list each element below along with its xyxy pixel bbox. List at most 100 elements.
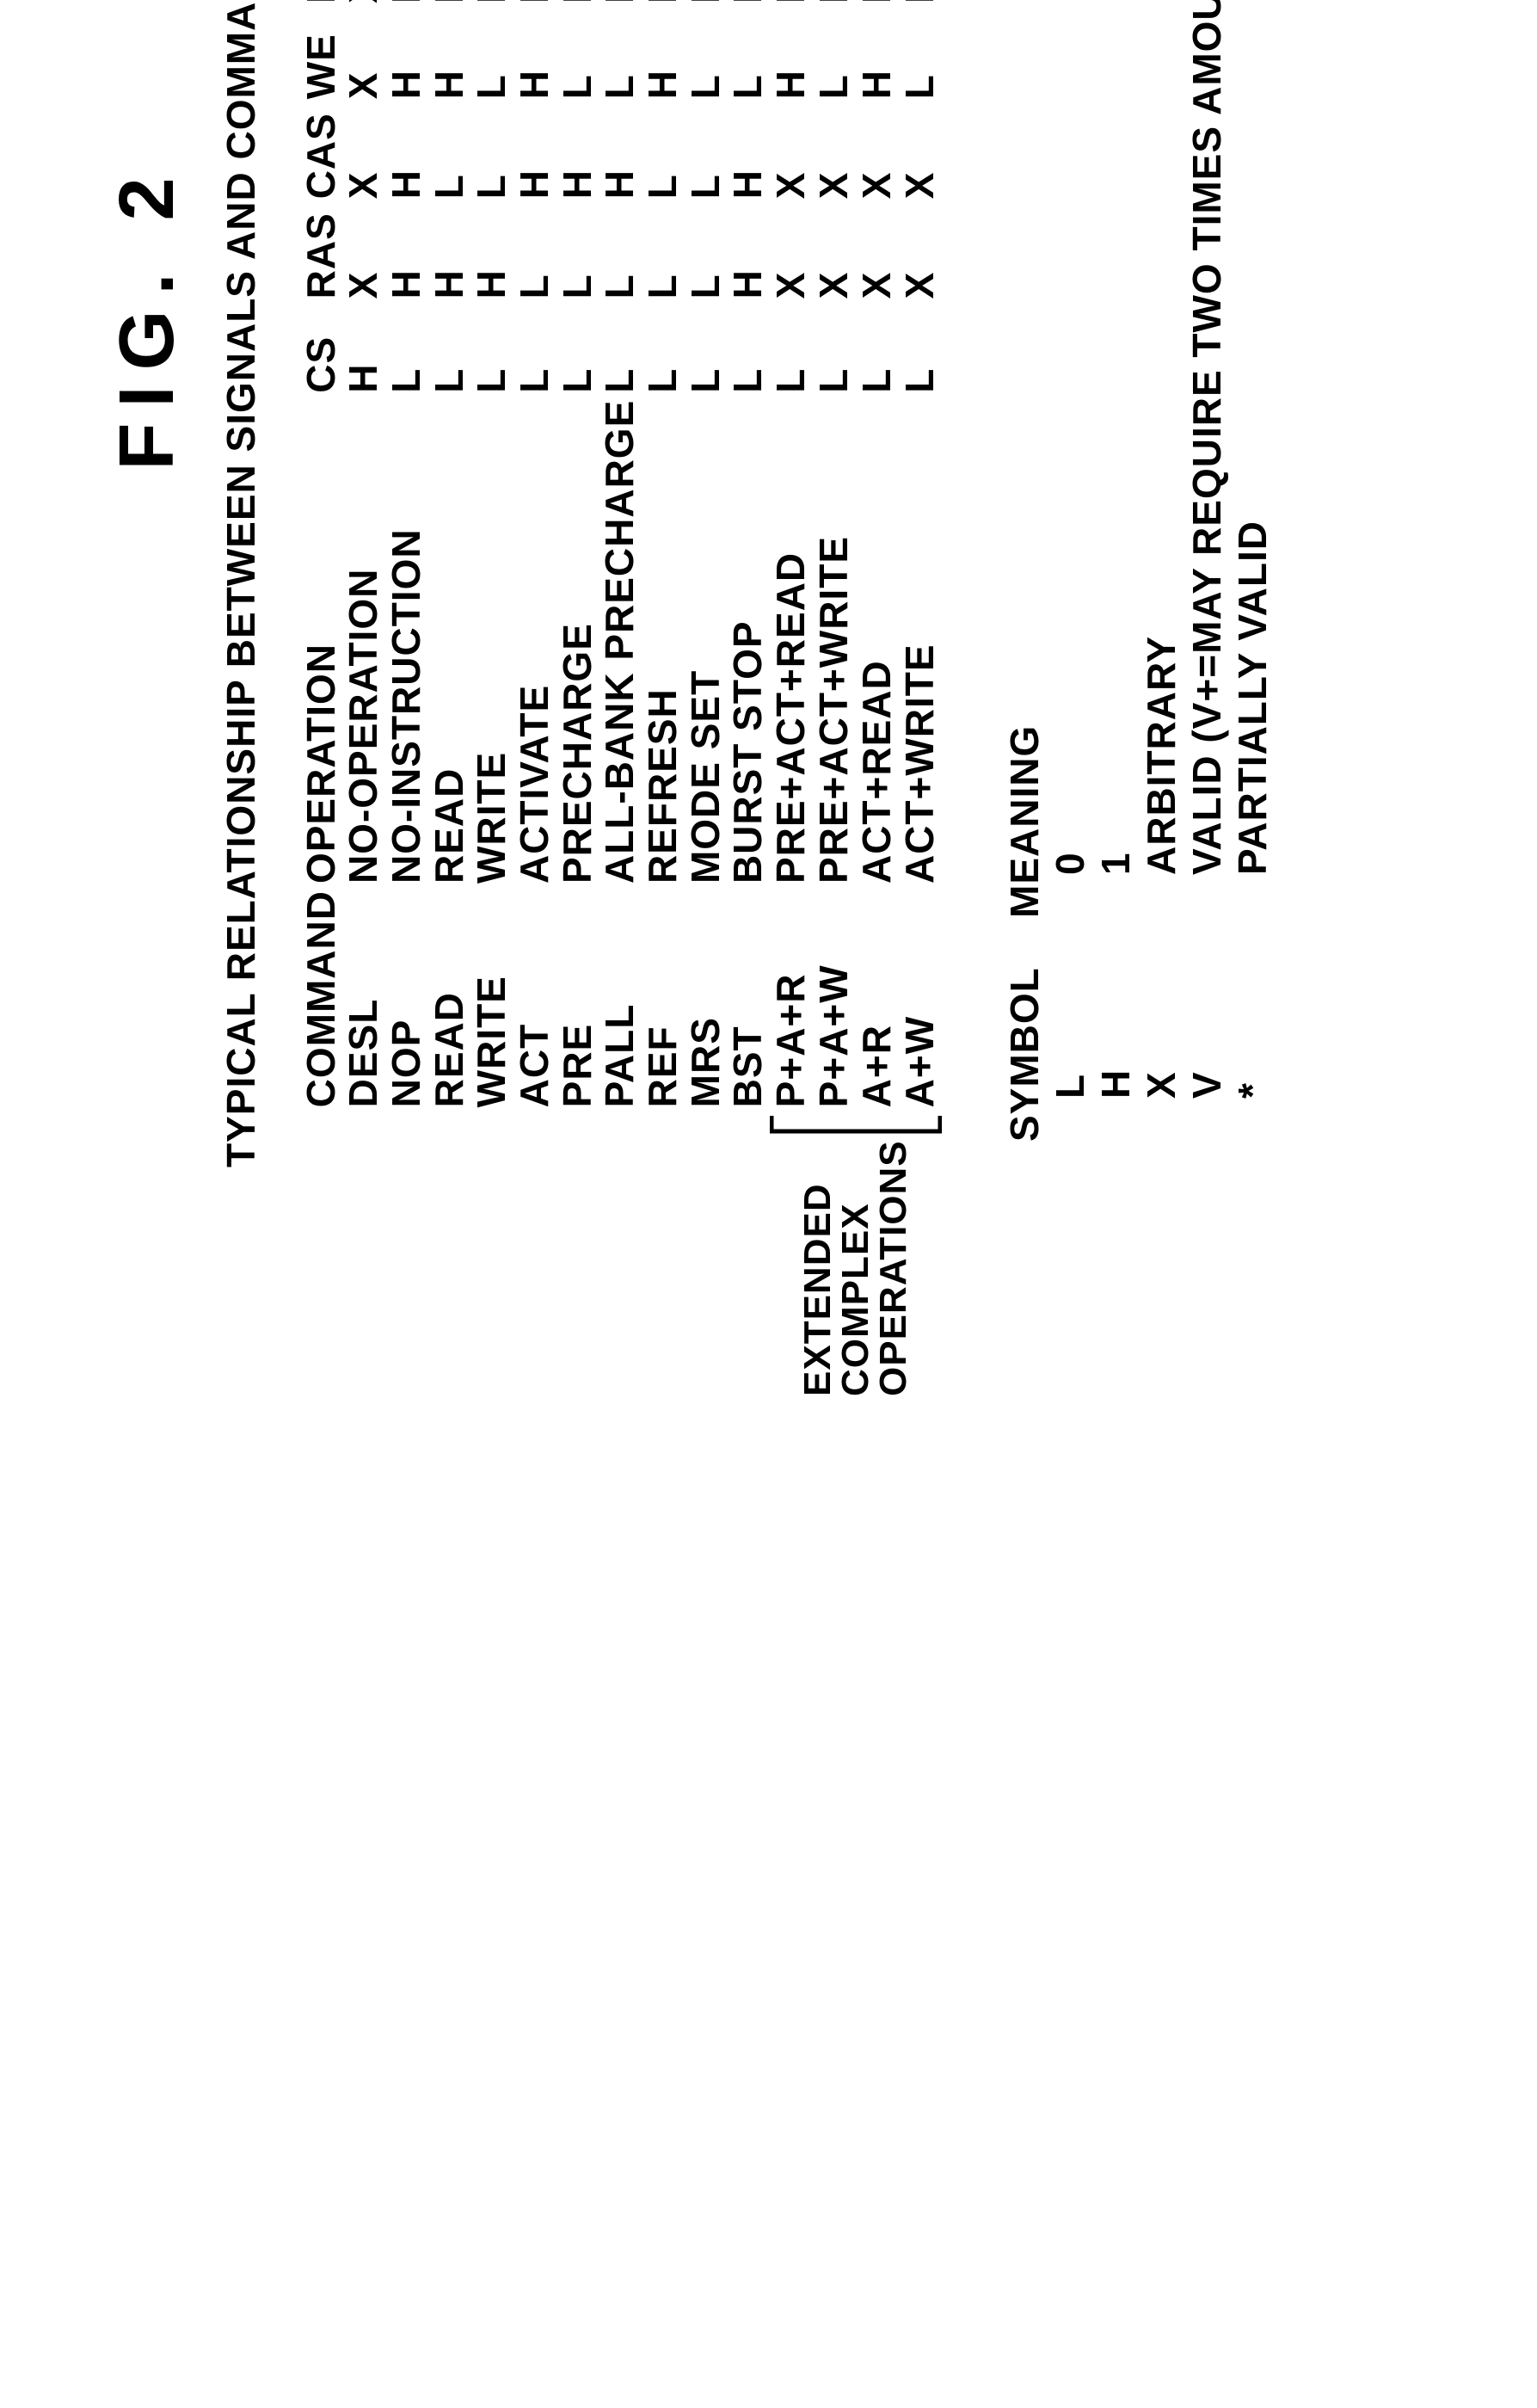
cs-cell: L bbox=[556, 302, 599, 396]
table-row: DESLNO-OPERATIONHXXXXXXXX bbox=[342, 0, 385, 1400]
legend-row: H1 bbox=[1093, 0, 1139, 1142]
cas-cell: L bbox=[470, 102, 513, 202]
cs-cell: L bbox=[770, 302, 813, 396]
we-cell: H bbox=[428, 7, 471, 102]
operation-cell: MODE SET bbox=[685, 397, 728, 887]
cas-cell: X bbox=[813, 102, 856, 202]
table-row: MRSMODE SETLLLLHX*** bbox=[685, 0, 728, 1400]
ext-cell: L bbox=[856, 0, 899, 7]
we-cell: L bbox=[556, 7, 599, 102]
table-row: ACTACTIVATELLHHHXVVX bbox=[513, 0, 556, 1400]
ext-cell: H bbox=[428, 0, 471, 7]
table-header-row: COMMAND OPERATION CS RAS CAS WE EXT MODE… bbox=[267, 0, 342, 1400]
cs-cell: L bbox=[856, 302, 899, 396]
ras-cell: L bbox=[685, 202, 728, 302]
legend-meaning: VALID (V+=MAY REQUIRE TWO TIMES AMOUNT O… bbox=[1184, 0, 1230, 875]
operation-cell: NO-OPERATION bbox=[342, 397, 385, 887]
command-cell: NOP bbox=[385, 887, 428, 1111]
table-row: REFREFRESHLLLHHXXXX bbox=[642, 0, 685, 1400]
command-cell: READ bbox=[428, 887, 471, 1111]
ext-l2: COMPLEX bbox=[834, 1203, 876, 1396]
cas-cell: X bbox=[856, 102, 899, 202]
ext-cell: H bbox=[727, 0, 770, 7]
hdr-ras: RAS bbox=[267, 202, 342, 302]
cs-cell: L bbox=[642, 302, 685, 396]
we-cell: L bbox=[685, 7, 728, 102]
legend-meaning: 1 bbox=[1093, 852, 1139, 875]
cas-cell: L bbox=[685, 102, 728, 202]
table-title: TYPICAL RELATIONSHIP BETWEEN SIGNALS AND… bbox=[218, 0, 264, 1167]
cas-cell: H bbox=[599, 102, 642, 202]
operation-cell: BURST STOP bbox=[727, 397, 770, 887]
command-cell: DESL bbox=[342, 887, 385, 1111]
figure-label: FIG. 2 bbox=[103, 0, 192, 1400]
command-cell: WRITE bbox=[470, 887, 513, 1111]
legend-row: L0 bbox=[1048, 0, 1093, 1142]
extended-ops-label: EXTENDEDCOMPLEXOPERATIONS bbox=[799, 1140, 913, 1396]
we-cell: H bbox=[385, 7, 428, 102]
cs-cell: L bbox=[385, 302, 428, 396]
ext-cell: H bbox=[685, 0, 728, 7]
we-cell: H bbox=[513, 7, 556, 102]
legend-hdr-symbol: SYMBOL bbox=[1002, 918, 1048, 1142]
legend-meaning: PARTIALLY VALID bbox=[1230, 520, 1276, 875]
cas-cell: H bbox=[513, 102, 556, 202]
legend-symbol: L bbox=[1048, 875, 1093, 1142]
ras-cell: H bbox=[385, 202, 428, 302]
ras-cell: L bbox=[556, 202, 599, 302]
legend-hdr-meaning: MEANING bbox=[1002, 725, 1048, 918]
we-cell: H bbox=[770, 7, 813, 102]
hdr-cas: CAS bbox=[267, 102, 342, 202]
legend-header: SYMBOL MEANING bbox=[1002, 0, 1048, 1142]
legend-meaning: ARBITRARY bbox=[1139, 636, 1184, 875]
ext-cell: X bbox=[342, 0, 385, 7]
we-cell: L bbox=[813, 7, 856, 102]
ext-cell: L bbox=[813, 0, 856, 7]
cs-cell: L bbox=[899, 302, 942, 396]
legend-symbol: X bbox=[1139, 875, 1184, 1142]
ras-cell: X bbox=[899, 202, 942, 302]
hdr-cs: CS bbox=[267, 302, 342, 396]
operation-cell: PRECHARGE bbox=[556, 397, 599, 887]
extended-ops-label-cell: EXTENDEDCOMPLEXOPERATIONS bbox=[770, 1111, 942, 1400]
ras-cell: X bbox=[856, 202, 899, 302]
ras-cell: H bbox=[470, 202, 513, 302]
ext-l3: OPERATIONS bbox=[872, 1140, 914, 1396]
cs-cell: L bbox=[513, 302, 556, 396]
command-cell: REF bbox=[642, 887, 685, 1111]
operation-cell: READ bbox=[428, 397, 471, 887]
cas-cell: X bbox=[342, 102, 385, 202]
command-cell: PRE bbox=[556, 887, 599, 1111]
command-cell: BST bbox=[727, 887, 770, 1111]
ext-cell: H bbox=[385, 0, 428, 7]
operation-cell: ACT+READ bbox=[856, 397, 899, 887]
operation-cell: ALL-BANK PRECHARGE bbox=[599, 397, 642, 887]
ext-cell: L bbox=[899, 0, 942, 7]
command-cell: A+W bbox=[899, 887, 942, 1111]
table-row: PREPRECHARGELLHLHXXVX bbox=[556, 0, 599, 1400]
ras-cell: L bbox=[642, 202, 685, 302]
command-cell: ACT bbox=[513, 887, 556, 1111]
cas-cell: L bbox=[642, 102, 685, 202]
operation-cell: REFRESH bbox=[642, 397, 685, 887]
operation-cell: ACT+WRITE bbox=[899, 397, 942, 887]
cas-cell: H bbox=[727, 102, 770, 202]
ras-cell: L bbox=[599, 202, 642, 302]
cs-cell: L bbox=[470, 302, 513, 396]
cs-cell: L bbox=[685, 302, 728, 396]
legend-meaning: 0 bbox=[1048, 852, 1093, 875]
legend-row: XARBITRARY bbox=[1139, 0, 1184, 1142]
cs-cell: H bbox=[342, 302, 385, 396]
operation-cell: ACTIVATE bbox=[513, 397, 556, 887]
table-row: EXTENDEDCOMPLEXOPERATIONSP+A+RPRE+ACT+RE… bbox=[770, 0, 813, 1400]
cs-cell: L bbox=[428, 302, 471, 396]
we-cell: L bbox=[470, 7, 513, 102]
operation-cell: NO-INSTRUCTION bbox=[385, 397, 428, 887]
bracket-icon bbox=[770, 1114, 942, 1140]
command-cell: MRS bbox=[685, 887, 728, 1111]
legend-symbol: H bbox=[1093, 875, 1139, 1142]
ext-l1: EXTENDED bbox=[796, 1183, 839, 1396]
cs-cell: L bbox=[813, 302, 856, 396]
ext-cell: H bbox=[642, 0, 685, 7]
legend-row: *PARTIALLY VALID bbox=[1230, 0, 1276, 1142]
